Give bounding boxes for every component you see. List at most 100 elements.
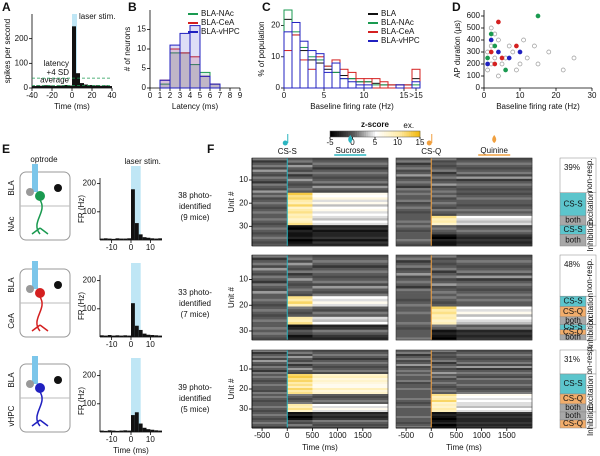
heatmap-cell — [312, 360, 389, 363]
heatmap-cell — [312, 158, 389, 161]
heatmap-cell — [312, 380, 389, 383]
heatmap-frame — [395, 157, 533, 247]
bar — [40, 85, 44, 88]
point — [521, 37, 526, 43]
heatmap-cell — [287, 354, 313, 357]
heatmap-cell — [456, 174, 533, 177]
legend-label: BLA-vHPC — [381, 36, 420, 45]
x-tick-label: 5 — [322, 91, 327, 100]
count-label: 39 photo- — [178, 383, 212, 392]
bar — [100, 238, 104, 240]
bar — [138, 423, 143, 432]
heatmap-cell — [287, 267, 313, 271]
cue-label: CS-Q — [421, 147, 441, 156]
class-label: CS-S — [563, 199, 582, 208]
heatmap-cell — [312, 334, 389, 338]
heatmap-cell — [252, 321, 288, 325]
heatmap-cell — [287, 285, 313, 289]
y-tick-label: 30 — [239, 326, 248, 335]
heatmap-cell — [431, 260, 457, 264]
heatmap-cell — [456, 301, 533, 305]
heatmap-cell — [431, 222, 457, 226]
colorbar-step — [354, 131, 358, 137]
heatmap-cell — [396, 188, 432, 191]
heatmap-cell — [456, 192, 533, 196]
heatmap-cell — [287, 291, 313, 294]
point — [492, 61, 498, 67]
heatmap-cell — [456, 204, 533, 207]
x-axis-label: Time (ms) — [446, 443, 482, 452]
heatmap-cell — [456, 164, 533, 168]
hist-bin — [395, 84, 405, 89]
hist-bin — [371, 82, 381, 89]
heatmap-cell — [396, 360, 432, 363]
heatmap-cell — [431, 376, 457, 379]
heatmap-cell — [396, 278, 432, 282]
point — [517, 61, 523, 67]
hist-bin — [403, 84, 413, 89]
heatmap-cell — [252, 406, 288, 409]
bar — [84, 84, 88, 88]
heatmap-cell — [312, 257, 389, 261]
bar — [150, 238, 155, 240]
heatmap-cell — [456, 416, 533, 419]
hist-bin — [179, 32, 191, 89]
heatmap-cell — [431, 384, 457, 387]
hist-bin — [209, 83, 221, 89]
heatmap-cell — [287, 243, 313, 247]
heatmap-cell — [456, 332, 533, 336]
heatmap-cell — [312, 390, 389, 393]
heatmap-cell — [456, 183, 533, 187]
y-tick-label: 200 — [467, 59, 481, 68]
heatmap-cell — [456, 171, 533, 175]
heatmap-cell — [312, 178, 389, 182]
heatmap-cell — [396, 275, 432, 279]
y-axis-label: FR (Hz) — [77, 292, 86, 320]
point — [488, 25, 494, 31]
y-axis-label: Unit # — [227, 287, 236, 308]
hist-bin — [291, 34, 301, 89]
heatmap-cell — [312, 171, 389, 175]
y-tick-label: 200 — [83, 371, 97, 380]
optrode — [32, 164, 38, 192]
bar — [72, 26, 76, 88]
heatmap-cell — [396, 293, 432, 297]
heatmap-cell — [312, 285, 389, 289]
bar — [96, 85, 100, 88]
heatmap-cell — [396, 255, 432, 258]
hist-bin — [355, 84, 365, 89]
hist-bin — [159, 79, 171, 89]
heatmap-cell — [396, 332, 432, 336]
x-tick-label: 20 — [88, 91, 97, 100]
heatmap-cell — [287, 197, 313, 200]
heatmap-cell — [396, 392, 432, 395]
block-frame — [585, 411, 597, 429]
count-label: identified — [179, 202, 211, 211]
heatmap-cell — [252, 213, 288, 217]
y-axis-label: Unit # — [227, 191, 236, 212]
colorbar-step — [334, 131, 338, 137]
bar — [44, 85, 48, 88]
heatmap-cell — [456, 260, 533, 264]
heatmap-cell — [396, 337, 432, 341]
point — [503, 67, 508, 73]
heatmap-cell — [312, 275, 389, 279]
heatmap-cell — [431, 408, 457, 411]
heatmap-cell — [252, 314, 288, 318]
heatmap-cell — [456, 368, 533, 371]
heatmap-cell — [456, 239, 533, 242]
heatmap-cell — [396, 227, 432, 231]
bar — [88, 85, 92, 88]
hist-bin — [411, 81, 421, 89]
heatmap-cell — [312, 426, 389, 429]
heatmap-cell — [396, 158, 432, 161]
heatmap-cell — [431, 394, 457, 397]
heatmap-cell — [396, 215, 432, 219]
heatmap-cell — [287, 181, 313, 184]
heatmap-cell — [456, 319, 533, 323]
threshold-label: average — [40, 76, 69, 85]
heatmap-cell — [396, 283, 432, 287]
y-tick-label: 0 — [142, 83, 147, 92]
heatmap-cell — [252, 360, 288, 363]
heatmap-cell — [287, 265, 313, 269]
